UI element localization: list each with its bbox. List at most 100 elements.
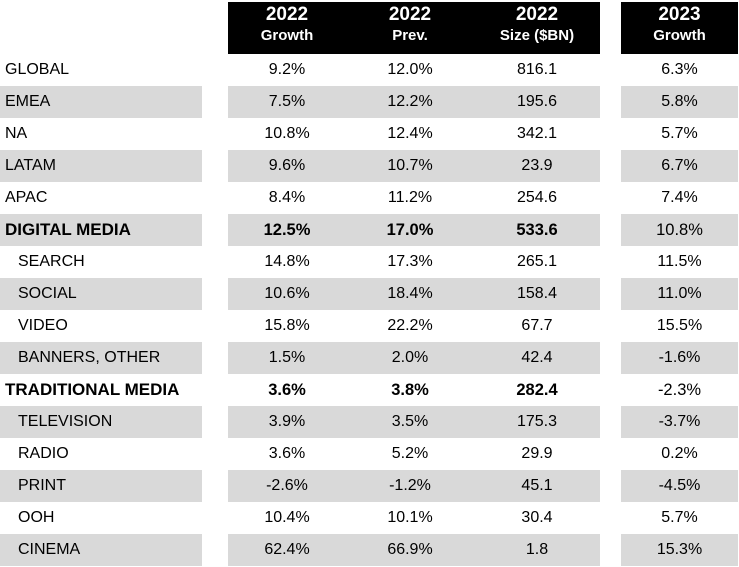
cell-2022-size: 342.1 [516,125,558,142]
row-label: SEARCH [18,253,85,270]
row-label: SOCIAL [0,278,202,310]
cell-2023-growth: 5.7% [661,509,698,526]
header-year: 2022 [515,4,559,25]
header-2022-prev-cell: 2022 Prev. [346,2,474,54]
table-row: CINEMA 62.4% 66.9% 1.8 15.3% [0,534,739,566]
cell-2022-size: 23.9 [474,150,600,182]
table-row: DIGITAL MEDIA 12.5% 17.0% 533.6 10.8% [0,214,739,246]
header-metric: Growth [260,27,314,44]
row-label: EMEA [0,86,202,118]
cell-2022-growth: 15.8% [264,317,310,334]
cell-2022-size: 533.6 [474,214,600,246]
cell-2022-growth: 1.5% [228,342,346,374]
cell-2022-size: 282.4 [516,381,558,399]
cell-2022-size: 42.4 [474,342,600,374]
cell-2023-growth: 5.7% [661,125,698,142]
cell-2022-growth: 8.4% [268,189,306,206]
cell-2022-size: 1.8 [474,534,600,566]
cell-2022-growth: -2.6% [228,470,346,502]
header-2022-size-cell: 2022 Size ($BN) [474,2,600,54]
cell-2023-growth: 11.0% [621,278,738,310]
table-row: APAC 8.4% 11.2% 254.6 7.4% [0,182,739,214]
row-label: TELEVISION [0,406,202,438]
row-label: APAC [5,189,48,206]
cell-2022-growth: 62.4% [228,534,346,566]
table-row: BANNERS, OTHER 1.5% 2.0% 42.4 -1.6% [0,342,739,374]
table-row: OOH 10.4% 10.1% 30.4 5.7% [0,502,739,534]
cell-2022-prev: 66.9% [346,534,474,566]
row-label: DIGITAL MEDIA [0,214,202,246]
cell-2023-growth: 10.8% [621,214,738,246]
header-2022-growth-cell: 2022 Growth [228,2,346,54]
header-year: 2022 [265,4,309,25]
cell-2022-prev: 5.2% [391,445,429,462]
cell-2022-prev: 3.8% [391,381,429,399]
row-label: NA [5,125,28,142]
cell-2022-prev: 18.4% [346,278,474,310]
header-year: 2023 [658,4,701,25]
row-label: PRINT [0,470,202,502]
cell-2023-growth: 15.3% [621,534,738,566]
table-row: EMEA 7.5% 12.2% 195.6 5.8% [0,86,739,118]
cell-2022-prev: 12.4% [387,125,433,142]
row-label: CINEMA [0,534,202,566]
row-label: OOH [18,509,55,526]
cell-2022-size: 29.9 [521,445,553,462]
cell-2022-growth: 7.5% [228,86,346,118]
cell-2022-prev: 11.2% [387,189,433,206]
table-row: PRINT -2.6% -1.2% 45.1 -4.5% [0,470,739,502]
cell-2022-growth: 14.8% [264,253,310,270]
cell-2022-size: 158.4 [474,278,600,310]
cell-2022-size: 816.1 [516,61,558,78]
cell-2022-prev: 10.7% [346,150,474,182]
cell-2022-growth: 10.6% [228,278,346,310]
cell-2023-growth: 15.5% [656,317,703,334]
cell-2023-growth: 6.7% [621,150,738,182]
row-label: TRADITIONAL MEDIA [5,380,180,399]
cell-2022-growth: 10.8% [264,125,310,142]
cell-2022-prev: 17.0% [346,214,474,246]
cell-2022-prev: 2.0% [346,342,474,374]
header-year: 2022 [388,4,432,25]
cell-2022-size: 175.3 [474,406,600,438]
cell-2022-prev: 17.3% [387,253,433,270]
header-2022-growth [228,2,600,54]
table-row: GLOBAL 9.2% 12.0% 816.1 6.3% [0,54,739,86]
table-row: TRADITIONAL MEDIA 3.6% 3.8% 282.4 -2.3% [0,374,739,406]
cell-2022-growth: 10.4% [264,509,310,526]
cell-2022-size: 195.6 [474,86,600,118]
table-row: VIDEO 15.8% 22.2% 67.7 15.5% [0,310,739,342]
header-metric: Size ($BN) [499,27,575,44]
table-row: SOCIAL 10.6% 18.4% 158.4 11.0% [0,278,739,310]
cell-2022-prev: 22.2% [387,317,433,334]
cell-2022-growth: 12.5% [228,214,346,246]
cell-2022-growth: 9.6% [228,150,346,182]
cell-2022-growth: 3.9% [228,406,346,438]
cell-2022-prev: 12.2% [346,86,474,118]
cell-2023-growth: -1.6% [621,342,738,374]
row-label: VIDEO [18,317,68,334]
cell-2022-growth: 3.6% [268,381,306,399]
cell-2023-growth: 11.5% [657,253,702,270]
cell-2023-growth: 5.8% [621,86,738,118]
cell-2022-growth: 9.2% [268,61,306,78]
cell-2022-size: 45.1 [474,470,600,502]
header-2023-growth-cell: 2023 Growth [621,2,738,54]
cell-2023-growth: -4.5% [621,470,738,502]
table-row: TELEVISION 3.9% 3.5% 175.3 -3.7% [0,406,739,438]
row-label: GLOBAL [5,61,70,78]
cell-2022-prev: -1.2% [346,470,474,502]
header-metric: Prev. [392,27,428,44]
cell-2023-growth: 0.2% [661,445,698,462]
row-label: LATAM [0,150,202,182]
cell-2022-size: 67.7 [521,317,553,334]
table-row: LATAM 9.6% 10.7% 23.9 6.7% [0,150,739,182]
header-metric: Growth [653,27,706,44]
cell-2022-prev: 3.5% [346,406,474,438]
cell-2023-growth: 7.4% [661,189,698,206]
row-label: RADIO [18,445,69,462]
cell-2022-prev: 10.1% [387,509,433,526]
row-label: BANNERS, OTHER [0,342,202,374]
cell-2023-growth: -2.3% [657,381,702,399]
cell-2023-growth: 6.3% [661,61,698,78]
